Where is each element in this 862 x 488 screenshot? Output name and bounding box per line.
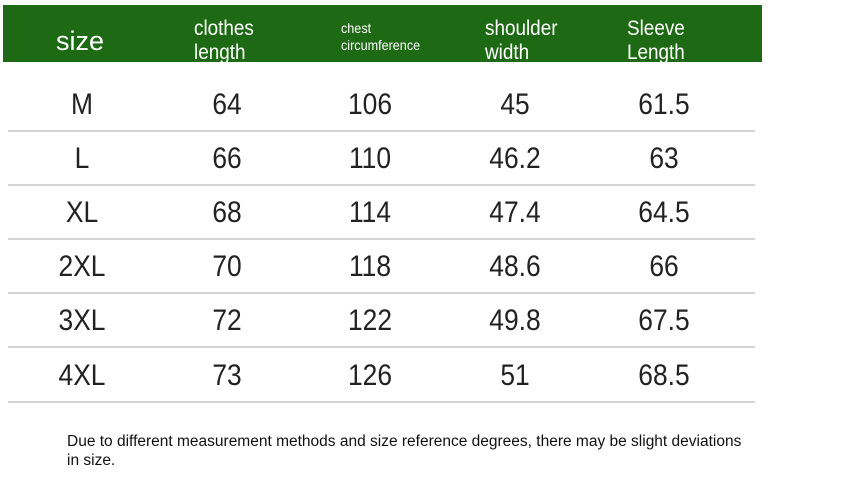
- table-cell: 68.5: [638, 359, 690, 392]
- header-line: width: [485, 41, 530, 64]
- table-row: 3XL 72 122 49.8 67.5: [8, 294, 755, 348]
- size-disclaimer: Due to different measurement methods and…: [67, 433, 742, 469]
- table-cell: 68: [212, 196, 242, 229]
- table-cell: 67.5: [638, 304, 690, 337]
- row-divider: [8, 238, 755, 240]
- row-divider: [8, 292, 755, 294]
- row-divider: [8, 184, 755, 186]
- table-cell: 126: [347, 359, 393, 392]
- header-line: Length: [627, 41, 685, 64]
- table-cell: 47.4: [489, 196, 541, 229]
- header-line: clothes: [194, 17, 254, 40]
- header-line: Sleeve: [627, 17, 685, 40]
- header-line: chest: [341, 20, 372, 36]
- table-row: 4XL 73 126 51 68.5: [8, 349, 755, 403]
- table-cell: 61.5: [638, 88, 690, 121]
- header-line: shoulder: [485, 17, 558, 40]
- table-cell: 70: [212, 250, 242, 283]
- table-cell: L: [74, 142, 90, 175]
- table-row: L 66 110 46.2 63: [8, 132, 755, 186]
- row-divider: [8, 401, 755, 403]
- row-divider: [8, 130, 755, 132]
- table-cell: 3XL: [58, 304, 106, 337]
- table-cell: 46.2: [489, 142, 541, 175]
- table-cell: 66: [212, 142, 242, 175]
- table-cell: M: [71, 88, 93, 121]
- header-line: circumference: [341, 37, 421, 53]
- table-row: 2XL 70 118 48.6 66: [8, 240, 755, 294]
- header-size: size: [56, 26, 105, 56]
- table-cell: 114: [348, 196, 392, 229]
- header-sleeve-length: Sleeve Length: [627, 17, 685, 65]
- table-cell: 66: [649, 250, 679, 283]
- table-cell: 4XL: [58, 359, 106, 392]
- table-cell: 51: [500, 359, 530, 392]
- table-row: XL 68 114 47.4 64.5: [8, 186, 755, 240]
- table-cell: 73: [212, 359, 242, 392]
- table-cell: 72: [212, 304, 242, 337]
- table-row: M 64 106 45 61.5: [8, 78, 755, 132]
- table-cell: XL: [65, 196, 99, 229]
- table-cell: 63: [649, 142, 679, 175]
- header-line: length: [194, 41, 246, 64]
- table-cell: 48.6: [489, 250, 541, 283]
- table-cell: 45: [500, 88, 530, 121]
- header-shoulder-width: shoulder width: [485, 17, 558, 65]
- table-cell: 110: [348, 142, 392, 175]
- header-clothes-length: clothes length: [194, 17, 254, 65]
- table-cell: 106: [347, 88, 393, 121]
- header-chest-circumference: chest circumference: [341, 20, 420, 54]
- table-cell: 64: [212, 88, 242, 121]
- table-header: size clothes length chest circumference …: [3, 5, 762, 65]
- table-cell: 118: [348, 250, 392, 283]
- row-divider: [8, 346, 755, 348]
- table-cell: 2XL: [58, 250, 106, 283]
- table-cell: 64.5: [638, 196, 690, 229]
- table-cell: 49.8: [489, 304, 541, 337]
- table-cell: 122: [347, 304, 393, 337]
